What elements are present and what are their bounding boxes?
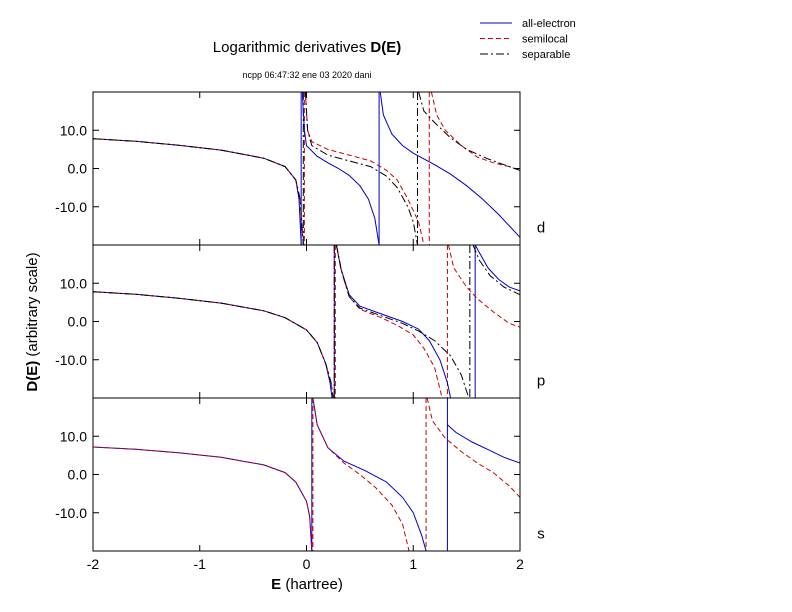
panel-s: 10.0 0.0 -10.0 s <box>55 397 545 552</box>
ytick-label-d-2: -10.0 <box>55 199 87 215</box>
curve-s-all-electron-1 <box>312 398 427 551</box>
curve-p-separable-8 <box>472 245 520 296</box>
panel-frame-p <box>92 244 521 399</box>
ytick-label-d-0: 10.0 <box>60 122 87 138</box>
panel-p: 10.0 0.0 -10.0 p <box>55 244 545 399</box>
legend-label-0: all-electron <box>522 18 576 30</box>
x-axis-label: E (hartree) <box>271 576 343 593</box>
panel-frame-s <box>92 397 521 552</box>
curve-p-semilocal-4 <box>335 245 443 398</box>
curve-d-separable-7 <box>304 92 418 245</box>
curve-s-all-electron-2 <box>447 424 520 464</box>
ytick-label-s-2: -10.0 <box>55 505 87 521</box>
panel-plot-area-d <box>93 92 520 245</box>
curve-p-separable-6 <box>93 291 334 398</box>
panel-label-p: p <box>537 373 545 390</box>
curve-p-semilocal-5 <box>448 245 520 328</box>
panel-plot-area-p <box>93 245 520 398</box>
chart-title: Logarithmic derivatives D(E) <box>213 39 401 56</box>
xtick-label-3: 1 <box>409 556 417 572</box>
ytick-label-p-0: 10.0 <box>60 275 87 291</box>
curve-p-semilocal-3 <box>93 291 334 398</box>
curve-d-separable-8 <box>418 92 520 171</box>
ytick-label-p-1: 0.0 <box>68 314 88 330</box>
legend-label-1: semilocal <box>522 34 568 46</box>
xtick-label-0: -2 <box>87 556 100 572</box>
curve-p-all-electron-1 <box>335 245 452 398</box>
curve-s-all-electron-0 <box>93 446 313 551</box>
xtick-label-2: 0 <box>303 556 311 572</box>
curve-p-separable-7 <box>335 245 470 398</box>
curve-d-all-electron-2 <box>379 92 520 238</box>
y-axis-label: D(E) (arbitrary scale) <box>24 252 41 391</box>
chart-subtitle: ncpp 06:47:32 ene 03 2020 dani <box>242 70 371 80</box>
ytick-label-p-2: -10.0 <box>55 352 87 368</box>
xtick-label-4: 2 <box>516 556 524 572</box>
curve-d-semilocal-5 <box>430 92 520 171</box>
curve-d-all-electron-1 <box>301 92 380 245</box>
curve-s-semilocal-5 <box>426 398 520 498</box>
curve-d-semilocal-4 <box>304 92 425 245</box>
ytick-label-s-0: 10.0 <box>60 428 87 444</box>
curve-s-semilocal-3 <box>93 446 313 551</box>
curve-p-all-electron-2 <box>474 245 520 292</box>
curve-d-semilocal-3 <box>93 138 304 245</box>
ytick-label-d-1: 0.0 <box>68 161 88 177</box>
panel-label-d: d <box>537 220 545 237</box>
panel-d: 10.0 0.0 -10.0 d <box>55 91 545 246</box>
curve-d-separable-6 <box>93 138 304 245</box>
curve-s-semilocal-4 <box>312 398 410 551</box>
curve-d-all-electron-0 <box>93 138 302 245</box>
xtick-label-1: -1 <box>194 556 207 572</box>
curve-p-all-electron-0 <box>93 291 333 398</box>
ytick-label-s-1: 0.0 <box>68 467 88 483</box>
panel-label-s: s <box>537 526 545 543</box>
panel-plot-area-s <box>93 398 520 551</box>
legend-label-2: separable <box>522 49 570 61</box>
legend: all-electron semilocal separable <box>480 18 576 61</box>
